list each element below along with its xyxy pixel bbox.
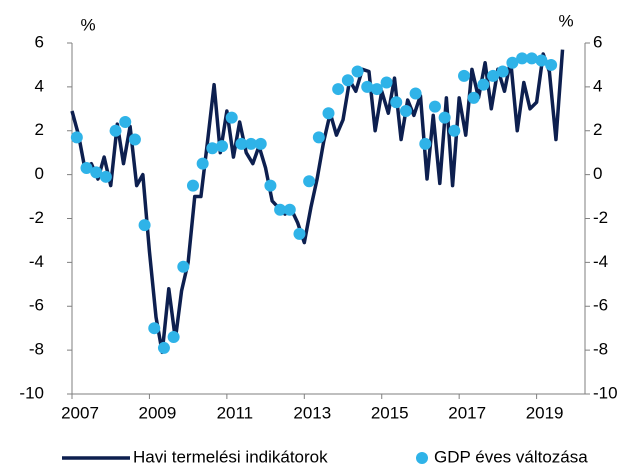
dot bbox=[274, 203, 287, 216]
dot bbox=[119, 115, 132, 128]
dot bbox=[332, 83, 345, 96]
y2-tick-label: -8 bbox=[593, 340, 608, 359]
y-axis-label: % bbox=[80, 15, 95, 34]
x-tick-label: 2019 bbox=[526, 403, 564, 422]
dot bbox=[380, 76, 393, 89]
y-tick-label: -4 bbox=[29, 252, 44, 271]
dot bbox=[516, 52, 529, 65]
dot bbox=[235, 137, 248, 150]
x-tick-label: 2007 bbox=[61, 403, 99, 422]
dot bbox=[245, 137, 258, 150]
dot bbox=[312, 131, 325, 144]
dot bbox=[157, 341, 170, 354]
x-tick-label: 2015 bbox=[371, 403, 409, 422]
dot bbox=[177, 260, 190, 273]
dot bbox=[167, 330, 180, 343]
legend-swatch bbox=[416, 452, 428, 464]
dot bbox=[458, 69, 471, 82]
y-tick-label: -2 bbox=[29, 208, 44, 227]
dot bbox=[70, 131, 83, 144]
y-tick-label: 4 bbox=[35, 76, 44, 95]
dot bbox=[525, 52, 538, 65]
dot bbox=[99, 170, 112, 183]
dot bbox=[487, 69, 500, 82]
dot bbox=[361, 80, 374, 93]
x-tick-label: 2009 bbox=[139, 403, 177, 422]
dot bbox=[535, 54, 548, 67]
y2-tick-label: 6 bbox=[593, 32, 602, 51]
dot bbox=[109, 124, 122, 137]
y2-tick-label: 0 bbox=[593, 164, 602, 183]
dot bbox=[438, 111, 451, 124]
dot bbox=[409, 87, 422, 100]
dot bbox=[148, 322, 161, 335]
y2-tick-label: 4 bbox=[593, 76, 602, 95]
y2-tick-label: -6 bbox=[593, 296, 608, 315]
dot bbox=[370, 83, 383, 96]
dot bbox=[448, 124, 461, 137]
dot bbox=[477, 78, 490, 91]
x-tick-label: 2013 bbox=[293, 403, 331, 422]
y2-tick-label: -10 bbox=[593, 383, 618, 402]
y-tick-label: 0 bbox=[35, 164, 44, 183]
y-tick-label: 2 bbox=[35, 120, 44, 139]
y2-tick-label: 2 bbox=[593, 120, 602, 139]
dot bbox=[264, 179, 277, 192]
dot bbox=[399, 105, 412, 118]
y2-tick-label: -4 bbox=[593, 252, 608, 271]
y-tick-label: -10 bbox=[19, 383, 44, 402]
legend-label: GDP éves változása bbox=[434, 447, 588, 466]
dot bbox=[428, 100, 441, 113]
dot bbox=[206, 142, 219, 155]
y-tick-label: -8 bbox=[29, 340, 44, 359]
dot bbox=[351, 65, 364, 78]
dot bbox=[90, 166, 103, 179]
legend-label: Havi termelési indikátorok bbox=[133, 447, 328, 466]
y2-tick-label: -2 bbox=[593, 208, 608, 227]
dot bbox=[254, 137, 267, 150]
dot bbox=[419, 137, 432, 150]
dot bbox=[216, 140, 229, 153]
dot bbox=[303, 175, 316, 188]
y-tick-label: -6 bbox=[29, 296, 44, 315]
dot bbox=[283, 203, 296, 216]
dot bbox=[80, 162, 93, 175]
y-tick-label: 6 bbox=[35, 32, 44, 51]
dot bbox=[506, 56, 519, 69]
dot bbox=[545, 58, 558, 71]
dot bbox=[390, 96, 403, 109]
dot bbox=[322, 107, 335, 120]
dot bbox=[196, 157, 209, 170]
dot bbox=[293, 227, 306, 240]
dot bbox=[128, 133, 141, 146]
dot bbox=[186, 179, 199, 192]
dot bbox=[341, 74, 354, 87]
dot bbox=[138, 219, 151, 232]
x-tick-label: 2011 bbox=[217, 403, 254, 422]
line bbox=[70, 49, 565, 355]
dot bbox=[225, 111, 238, 124]
dot bbox=[496, 65, 509, 78]
dot bbox=[467, 91, 480, 104]
y2-axis-label: % bbox=[558, 11, 573, 30]
x-tick-label: 2017 bbox=[448, 403, 486, 422]
